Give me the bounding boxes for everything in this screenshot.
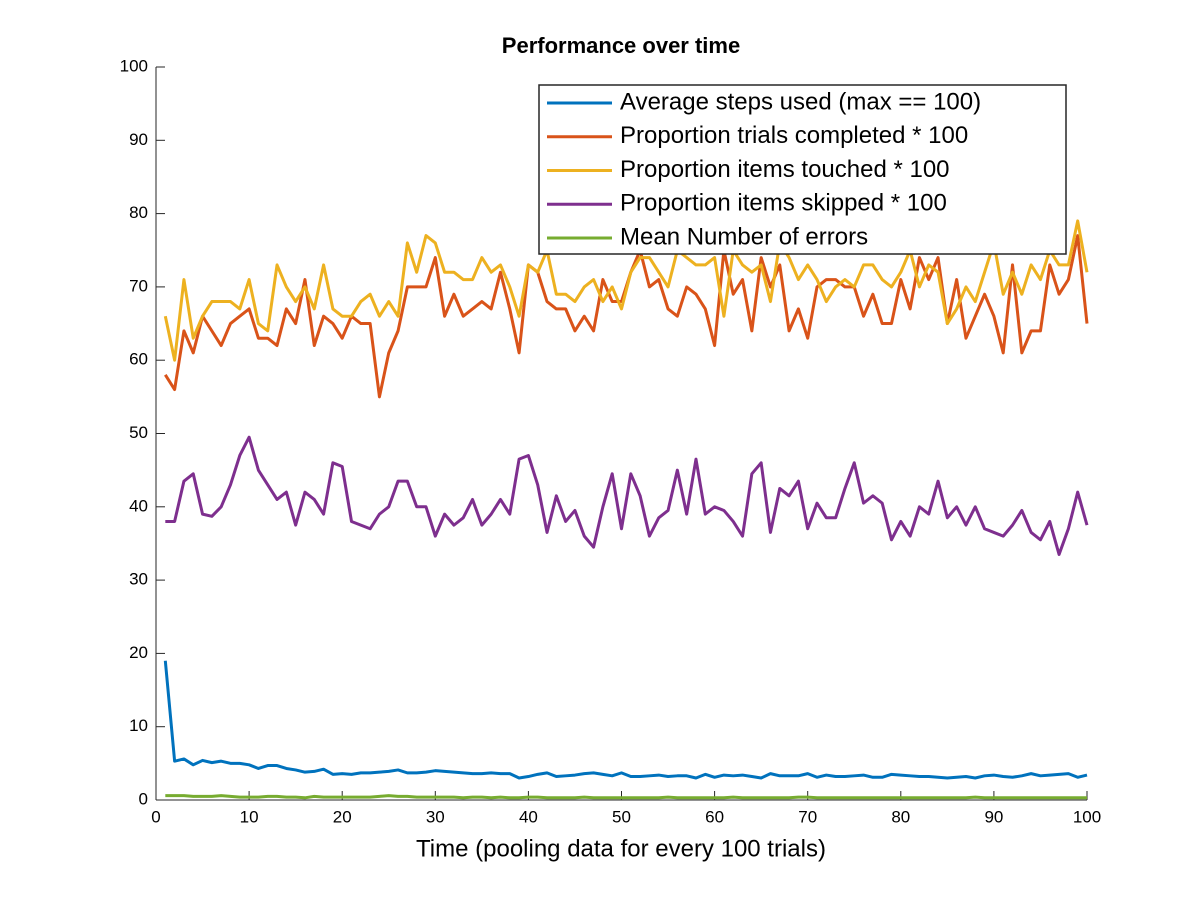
y-tick-label: 50 bbox=[129, 423, 148, 442]
y-tick-label: 40 bbox=[129, 496, 148, 515]
y-tick-label: 30 bbox=[129, 570, 148, 589]
x-tick-label: 10 bbox=[240, 807, 259, 826]
legend-box bbox=[538, 84, 1067, 255]
y-tick-label: 0 bbox=[139, 789, 148, 808]
x-tick-label: 30 bbox=[426, 807, 445, 826]
x-tick-label: 60 bbox=[705, 807, 724, 826]
y-tick-label: 90 bbox=[129, 130, 148, 149]
legend-label: Mean Number of errors bbox=[620, 223, 868, 250]
line-series bbox=[163, 660, 1088, 780]
line-series bbox=[165, 435, 1089, 556]
y-tick-label: 60 bbox=[129, 350, 148, 369]
y-tick-label: 100 bbox=[120, 56, 148, 75]
y-tick-label: 20 bbox=[129, 643, 148, 662]
legend-label: Average steps used (max == 100) bbox=[620, 88, 981, 115]
legend-label: Proportion items touched * 100 bbox=[620, 156, 950, 183]
line-series bbox=[165, 794, 1087, 800]
x-tick-label: 90 bbox=[984, 807, 1003, 826]
y-tick-label: 80 bbox=[129, 203, 148, 222]
x-tick-label: 100 bbox=[1073, 807, 1101, 826]
line-series bbox=[163, 219, 1089, 362]
x-tick-label: 0 bbox=[151, 807, 160, 826]
y-tick-label: 10 bbox=[129, 716, 148, 735]
x-axis-label: Time (pooling data for every 100 trials) bbox=[416, 835, 826, 862]
x-tick-label: 50 bbox=[612, 807, 631, 826]
x-tick-label: 80 bbox=[891, 807, 910, 826]
legend-label: Proportion trials completed * 100 bbox=[620, 122, 968, 149]
x-tick-label: 40 bbox=[519, 807, 538, 826]
chart-title: Performance over time bbox=[502, 33, 740, 58]
y-tick-label: 70 bbox=[129, 276, 148, 295]
x-tick-label: 70 bbox=[798, 807, 817, 826]
legend-label: Proportion items skipped * 100 bbox=[620, 190, 947, 217]
x-tick-label: 20 bbox=[333, 807, 352, 826]
